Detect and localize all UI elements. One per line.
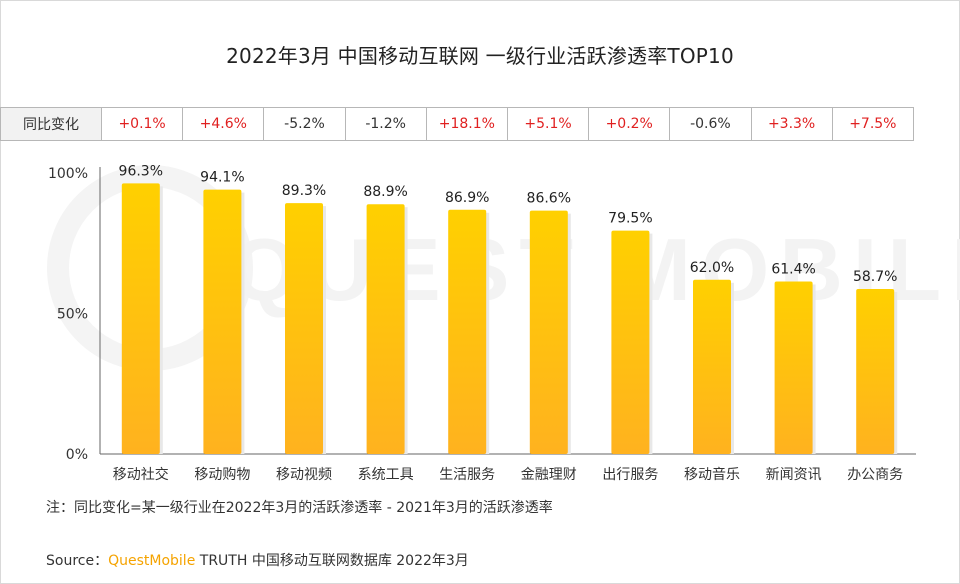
yoy-change-cell: -1.2% bbox=[344, 107, 427, 141]
yoy-change-cell: -0.6% bbox=[669, 107, 752, 141]
bar bbox=[693, 279, 731, 454]
x-tick-label: 办公商务 bbox=[847, 467, 903, 483]
source-line: Source：QuestMobile TRUTH 中国移动互联网数据库 2022… bbox=[46, 550, 469, 570]
chart-title: 2022年3月 中国移动互联网 一级行业活跃渗透率TOP10 bbox=[226, 44, 734, 68]
yoy-change-cell: +0.1% bbox=[100, 107, 184, 141]
x-tick-label: 系统工具 bbox=[358, 467, 414, 483]
data-label: 96.3% bbox=[119, 163, 163, 179]
data-label: 58.7% bbox=[853, 269, 897, 285]
footnote: 注：同比变化=某一级行业在2022年3月的活跃渗透率 - 2021年3月的活跃渗… bbox=[46, 500, 553, 516]
yoy-change-header: 同比变化 bbox=[0, 107, 102, 141]
x-tick-label: 移动社交 bbox=[113, 466, 169, 483]
x-tick-label: 新闻资讯 bbox=[766, 467, 822, 483]
data-label: 94.1% bbox=[200, 170, 244, 186]
yoy-change-cell: -5.2% bbox=[263, 107, 346, 141]
source-prefix: Source： bbox=[46, 553, 109, 569]
bar bbox=[856, 289, 895, 454]
yoy-change-cell: +5.1% bbox=[506, 107, 590, 141]
data-label: 89.3% bbox=[282, 183, 326, 199]
yoy-change-cell: +0.2% bbox=[588, 107, 671, 141]
x-tick-label: 出行服务 bbox=[602, 467, 658, 483]
x-tick-label: 移动购物 bbox=[194, 467, 250, 483]
source-brand: QuestMobile bbox=[108, 553, 196, 569]
bar bbox=[285, 203, 323, 454]
data-label: 79.5% bbox=[608, 211, 652, 227]
bar bbox=[203, 189, 242, 455]
y-tick-label: 100% bbox=[48, 166, 88, 182]
watermark-text: QUEST MOBILE bbox=[230, 220, 960, 319]
y-tick-label: 0% bbox=[66, 447, 88, 463]
data-label: 61.4% bbox=[771, 261, 815, 277]
data-label: 86.6% bbox=[527, 191, 571, 207]
x-tick-label: 金融理财 bbox=[521, 467, 577, 483]
yoy-change-cell: +7.5% bbox=[831, 107, 915, 141]
y-tick-label: 50% bbox=[57, 307, 88, 323]
x-tick-label: 移动视频 bbox=[276, 467, 332, 483]
bar bbox=[366, 204, 405, 454]
yoy-change-row: 同比变化 +0.1% +4.6% -5.2% -1.2% +18.1% +5.1% +0.2… bbox=[0, 107, 915, 141]
x-tick-label: 生活服务 bbox=[439, 467, 495, 483]
data-label: 88.9% bbox=[363, 184, 407, 200]
bar bbox=[529, 210, 568, 454]
bar bbox=[448, 209, 487, 454]
yoy-change-cell: +18.1% bbox=[425, 107, 508, 141]
yoy-change-cell: +4.6% bbox=[182, 107, 265, 141]
yoy-change-table: 同比变化 +0.1% +4.6% -5.2% -1.2% +18.1% +5.1% +0.2… bbox=[0, 107, 915, 141]
data-label: 86.9% bbox=[445, 190, 489, 206]
source-rest: TRUTH 中国移动互联网数据库 2022年3月 bbox=[195, 553, 469, 569]
data-label: 62.0% bbox=[690, 260, 734, 276]
bar bbox=[121, 183, 160, 454]
x-tick-label: 移动音乐 bbox=[684, 466, 740, 483]
yoy-change-cell: +3.3% bbox=[750, 107, 833, 141]
bar-chart: 0% 50% 100% 96.3% 移动社交 94.1% 移动购物 89.3% 移动视频 88.… bbox=[48, 163, 916, 483]
bar bbox=[774, 281, 813, 454]
bar bbox=[611, 230, 650, 454]
